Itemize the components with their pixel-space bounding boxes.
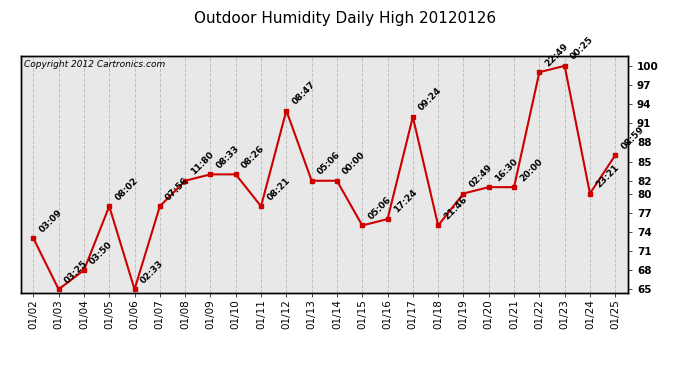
- Text: 05:06: 05:06: [366, 195, 393, 221]
- Text: 23:21: 23:21: [594, 163, 621, 189]
- Text: 11:80: 11:80: [189, 150, 216, 177]
- Text: 08:26: 08:26: [240, 144, 266, 170]
- Text: Copyright 2012 Cartronics.com: Copyright 2012 Cartronics.com: [23, 60, 165, 69]
- Text: 22:49: 22:49: [544, 41, 571, 68]
- Text: 03:50: 03:50: [88, 240, 115, 266]
- Text: 21:46: 21:46: [442, 195, 469, 221]
- Text: 16:30: 16:30: [493, 156, 520, 183]
- Text: 08:47: 08:47: [290, 80, 317, 106]
- Text: Outdoor Humidity Daily High 20120126: Outdoor Humidity Daily High 20120126: [194, 11, 496, 26]
- Text: 02:33: 02:33: [139, 259, 165, 285]
- Text: 09:24: 09:24: [417, 86, 444, 113]
- Text: 17:24: 17:24: [392, 188, 419, 215]
- Text: 02:49: 02:49: [468, 163, 494, 189]
- Text: 03:25: 03:25: [63, 259, 89, 285]
- Text: 03:09: 03:09: [37, 207, 64, 234]
- Text: 08:59: 08:59: [620, 124, 646, 151]
- Text: 00:00: 00:00: [341, 150, 367, 177]
- Text: 05:06: 05:06: [316, 150, 342, 177]
- Text: 08:33: 08:33: [215, 144, 241, 170]
- Text: 08:21: 08:21: [265, 176, 292, 202]
- Text: 00:25: 00:25: [569, 35, 595, 62]
- Text: 07:56: 07:56: [164, 176, 190, 202]
- Text: 20:00: 20:00: [518, 157, 544, 183]
- Text: 08:02: 08:02: [113, 176, 140, 202]
